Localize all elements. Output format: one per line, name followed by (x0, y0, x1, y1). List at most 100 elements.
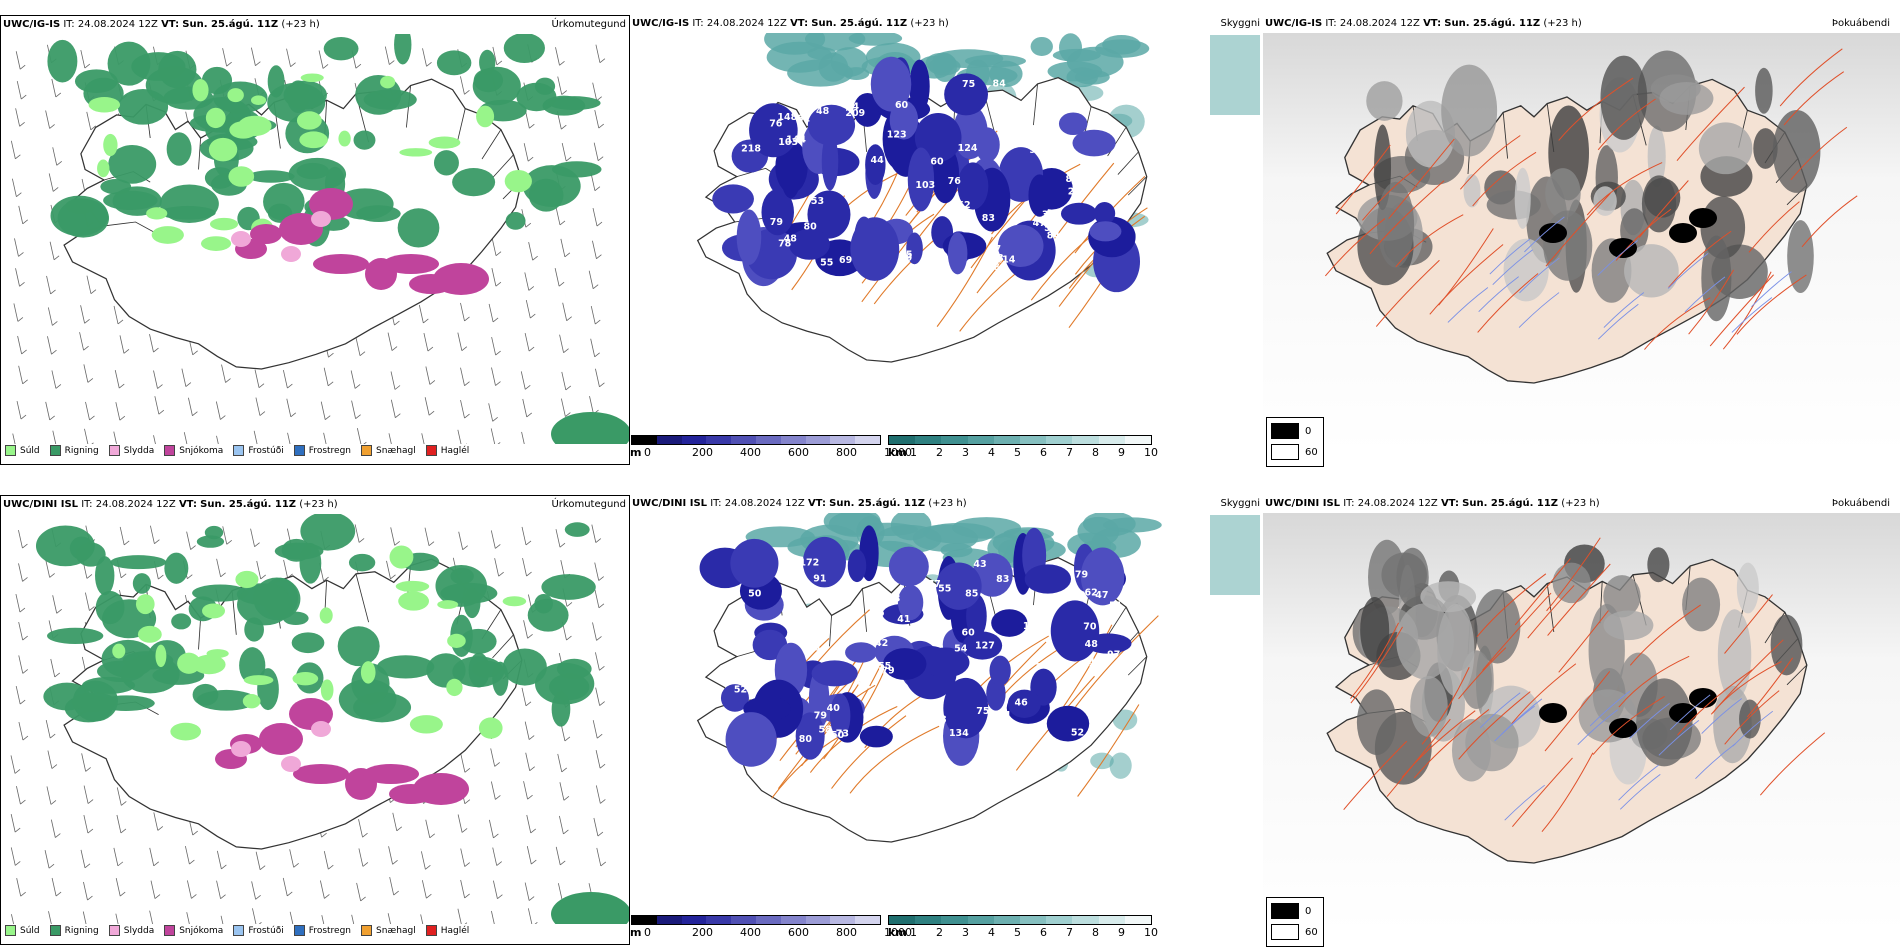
fog-legend-item: 60 (1271, 444, 1319, 460)
legend-label: Rigning (64, 925, 99, 936)
cloud-base-value: 84 (1047, 231, 1061, 242)
legend-item: Slydda (108, 925, 154, 936)
cloud-base-value: 48 (784, 233, 798, 244)
cloud-base-value: 127 (975, 640, 995, 651)
cloud-base-value: 83 (982, 213, 995, 224)
lead-time: (+23 h) (281, 19, 320, 30)
colorbar-tick: 400 (740, 446, 761, 459)
cloud-base-value: 45 (871, 608, 884, 619)
legend-item: Frostúði (233, 445, 284, 456)
cloud-base-value: 59 (1044, 223, 1057, 234)
model-name: UWC/IG-IS (632, 18, 690, 29)
cloud-base-value: 69 (1017, 109, 1030, 120)
cloud-base-value: 80 (1054, 91, 1068, 102)
fog-legend-item: 0 (1271, 903, 1319, 919)
colorbar-tick: 1 (910, 446, 917, 459)
colorbar-tick: 10 (1144, 446, 1158, 459)
cloud-base-value: 41 (897, 614, 910, 625)
cloud-base-value: 94 (858, 680, 872, 691)
init-time: 24.08.2024 12Z (724, 498, 805, 509)
visibility-panel: UWC/DINI ISL IT: 24.08.2024 12Z VT: Sun.… (630, 495, 1263, 950)
colorbar-tick: 7 (1066, 926, 1073, 939)
cloud-base-value: 80 (799, 734, 813, 745)
cloud-base-value: 40 (827, 703, 841, 714)
cloud-base-value: 53 (811, 196, 824, 207)
colorbar-tick: 800 (836, 446, 857, 459)
snow-areas (215, 698, 469, 805)
cloud-base-value: 51 (865, 593, 878, 604)
init-label: IT: (63, 19, 75, 30)
init-time: 24.08.2024 12Z (1357, 498, 1438, 509)
cloud-base-value: 79 (881, 666, 894, 677)
colorbar-tick: 2 (936, 446, 943, 459)
precip-map (10, 34, 629, 444)
model-name: UWC/DINI ISL (3, 499, 79, 510)
colorbar-tick: 1000 (884, 446, 912, 459)
cloud-base-value: 63 (887, 593, 900, 604)
cloud-base-value: 64 (995, 96, 1009, 107)
legend-item: Frostúði (233, 925, 284, 936)
colorbar-tick: 5 (1014, 926, 1021, 939)
cloud-base-value: 79 (770, 217, 783, 228)
init-time: 24.08.2024 12Z (77, 19, 158, 30)
valid-label: VT: (790, 18, 809, 29)
cloud-base-value: 50 (831, 730, 845, 741)
cloud-base-value: 124 (958, 143, 978, 154)
cloud-base-value: 55 (878, 661, 891, 672)
panel-title: Skyggni (1220, 498, 1260, 509)
cloud-base-value: 82 (1066, 174, 1079, 185)
fog-legend-label: 0 (1305, 425, 1312, 437)
cloud-base-value: 144 (786, 135, 806, 146)
legend-item: Slydda (108, 445, 155, 456)
fog-legend-label: 60 (1305, 926, 1318, 938)
legend-item: Snjókoma (164, 445, 223, 456)
fog-legend-swatch (1271, 444, 1299, 460)
cloud-base-value: 172 (799, 557, 819, 568)
low-cloud-areas (712, 56, 1141, 293)
cloud-base-value: 103 (778, 137, 798, 148)
cloud-base-value: 91 (813, 573, 826, 584)
colorbar-tick: 400 (740, 926, 761, 939)
fog-legend: 0 60 (1266, 897, 1324, 947)
model-name: UWC/DINI ISL (1265, 498, 1341, 509)
legend-label: Snæhagl (376, 925, 416, 936)
visibility-colorbar (888, 435, 1152, 445)
cloud-base-value: 48 (1085, 639, 1099, 650)
legend-swatch (108, 925, 120, 936)
legend-label: Slydda (123, 445, 155, 456)
colorbar-tick: 5 (1014, 446, 1021, 459)
cloud-base-value: 103 (915, 180, 935, 191)
cloud-base-colorbar (631, 435, 881, 445)
cloud-base-value: 58 (818, 724, 832, 735)
colorbar-unit: km (888, 446, 907, 459)
init-label: IT: (710, 498, 722, 509)
panel-title: Skyggni (1220, 18, 1260, 29)
valid-time: Sun. 25.ágú. 11Z (200, 499, 297, 510)
lead-time: (+23 h) (1543, 18, 1582, 29)
cloud-base-value: 134 (949, 728, 969, 739)
panel-header: UWC/DINI ISL IT: 24.08.2024 12Z VT: Sun.… (3, 499, 338, 510)
panel-header: UWC/IG-IS IT: 24.08.2024 12Z VT: Sun. 25… (1265, 18, 1582, 29)
cloud-base-value: 52 (734, 684, 747, 695)
precip-legend: Súld Rigning Slydda Snjókoma Frostúði Frostre… (5, 925, 469, 936)
lead-time: (+23 h) (299, 499, 338, 510)
legend-swatch (49, 925, 61, 936)
precip-type-panel: UWC/IG-IS IT: 24.08.2024 12Z VT: Sun. 25… (0, 15, 630, 465)
panel-title: Þokuábendi (1831, 18, 1890, 29)
cloud-base-value: 75 (1043, 104, 1056, 115)
cloud-base-value: 78 (778, 239, 792, 250)
colorbar-tick: 6 (1040, 446, 1047, 459)
fog-legend-swatch (1271, 423, 1299, 439)
fog-legend-label: 60 (1305, 446, 1318, 458)
cloud-base-value: 55 (820, 258, 833, 269)
legend-swatch (425, 925, 437, 936)
cloud-base-value: 85 (899, 249, 912, 260)
legend-swatch (164, 445, 176, 456)
cloud-base-value: 52 (1071, 728, 1084, 739)
colorbar-tick: 600 (788, 446, 809, 459)
cloud-base-value: 83 (990, 253, 1003, 264)
cloud-base-value: 47 (988, 244, 1001, 255)
init-time: 24.08.2024 12Z (95, 499, 176, 510)
cloud-base-value: 94 (1043, 158, 1057, 169)
init-time: 24.08.2024 12Z (706, 18, 787, 29)
